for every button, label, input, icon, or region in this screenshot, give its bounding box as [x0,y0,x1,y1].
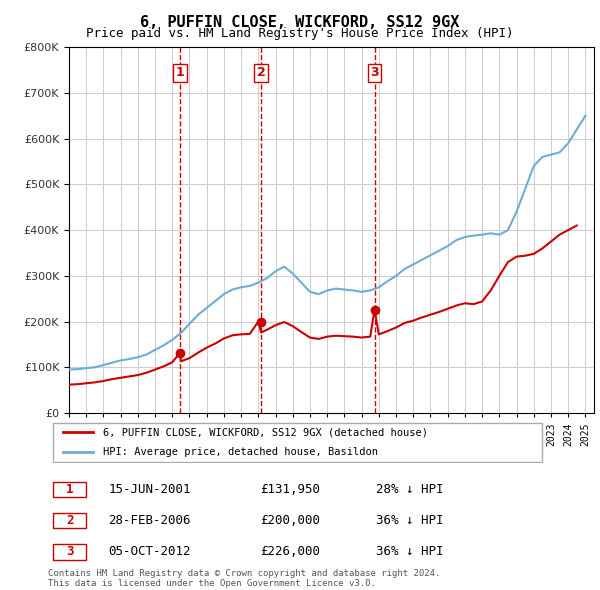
Text: 3: 3 [370,66,379,79]
Text: £131,950: £131,950 [260,483,320,496]
Text: £200,000: £200,000 [260,514,320,527]
Text: 36% ↓ HPI: 36% ↓ HPI [376,545,443,558]
Text: £226,000: £226,000 [260,545,320,558]
Text: 36% ↓ HPI: 36% ↓ HPI [376,514,443,527]
Text: 28-FEB-2006: 28-FEB-2006 [109,514,191,527]
Text: This data is licensed under the Open Government Licence v3.0.: This data is licensed under the Open Gov… [48,579,376,588]
Text: Contains HM Land Registry data © Crown copyright and database right 2024.: Contains HM Land Registry data © Crown c… [48,569,440,578]
Text: 2: 2 [66,514,73,527]
Text: HPI: Average price, detached house, Basildon: HPI: Average price, detached house, Basi… [103,447,379,457]
Text: 15-JUN-2001: 15-JUN-2001 [109,483,191,496]
Text: 05-OCT-2012: 05-OCT-2012 [109,545,191,558]
Text: 2: 2 [257,66,265,79]
FancyBboxPatch shape [53,423,542,463]
Text: 6, PUFFIN CLOSE, WICKFORD, SS12 9GX: 6, PUFFIN CLOSE, WICKFORD, SS12 9GX [140,15,460,30]
FancyBboxPatch shape [53,544,86,559]
Text: 3: 3 [66,545,73,558]
Text: 1: 1 [176,66,185,79]
Text: 28% ↓ HPI: 28% ↓ HPI [376,483,443,496]
FancyBboxPatch shape [53,481,86,497]
FancyBboxPatch shape [53,513,86,529]
Text: Price paid vs. HM Land Registry's House Price Index (HPI): Price paid vs. HM Land Registry's House … [86,27,514,40]
Text: 1: 1 [66,483,73,496]
Text: 6, PUFFIN CLOSE, WICKFORD, SS12 9GX (detached house): 6, PUFFIN CLOSE, WICKFORD, SS12 9GX (det… [103,427,428,437]
